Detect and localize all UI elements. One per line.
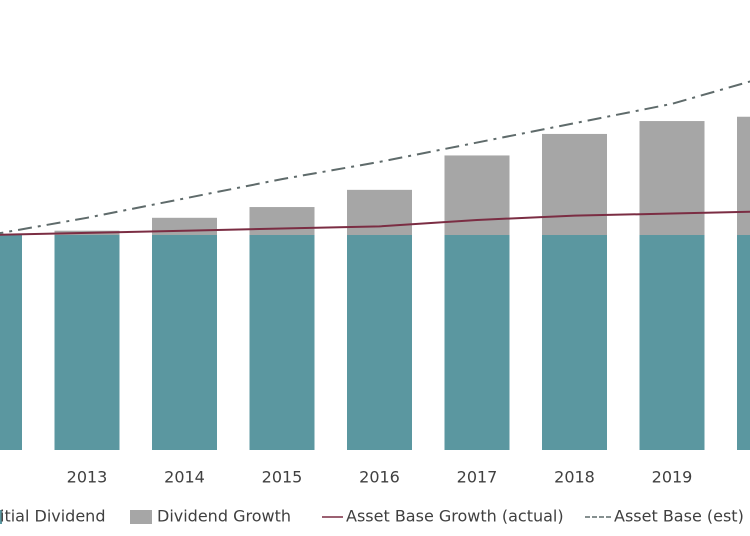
x-tick-label: 2013 (67, 468, 108, 487)
legend-label: Asset Base (est) (614, 507, 744, 526)
bar (542, 235, 607, 450)
bar (639, 121, 705, 235)
x-tick-label: 2017 (457, 468, 498, 487)
bar (444, 155, 510, 235)
bar (54, 235, 120, 450)
bar (737, 235, 750, 450)
bar (347, 189, 412, 235)
x-tick-label: 2014 (164, 468, 205, 487)
bar (444, 235, 510, 450)
x-tick-label: 2018 (554, 468, 595, 487)
legend-label: Dividend Growth (157, 507, 291, 526)
bar (737, 116, 750, 235)
bar (0, 235, 22, 450)
bar (249, 207, 315, 235)
legend-label: Asset Base Growth (actual) (346, 507, 564, 526)
bar (347, 235, 412, 450)
x-tick-label: 2016 (359, 468, 400, 487)
bar (249, 235, 315, 450)
legend-swatch (130, 510, 152, 524)
bar (542, 133, 607, 235)
x-tick-label: 2015 (262, 468, 303, 487)
bar (152, 235, 217, 450)
bar (152, 217, 217, 235)
x-tick-label: 2019 (652, 468, 693, 487)
legend-swatch (0, 510, 2, 524)
line (0, 210, 750, 236)
bar (639, 235, 705, 450)
legend-label: itial Dividend (0, 507, 105, 526)
